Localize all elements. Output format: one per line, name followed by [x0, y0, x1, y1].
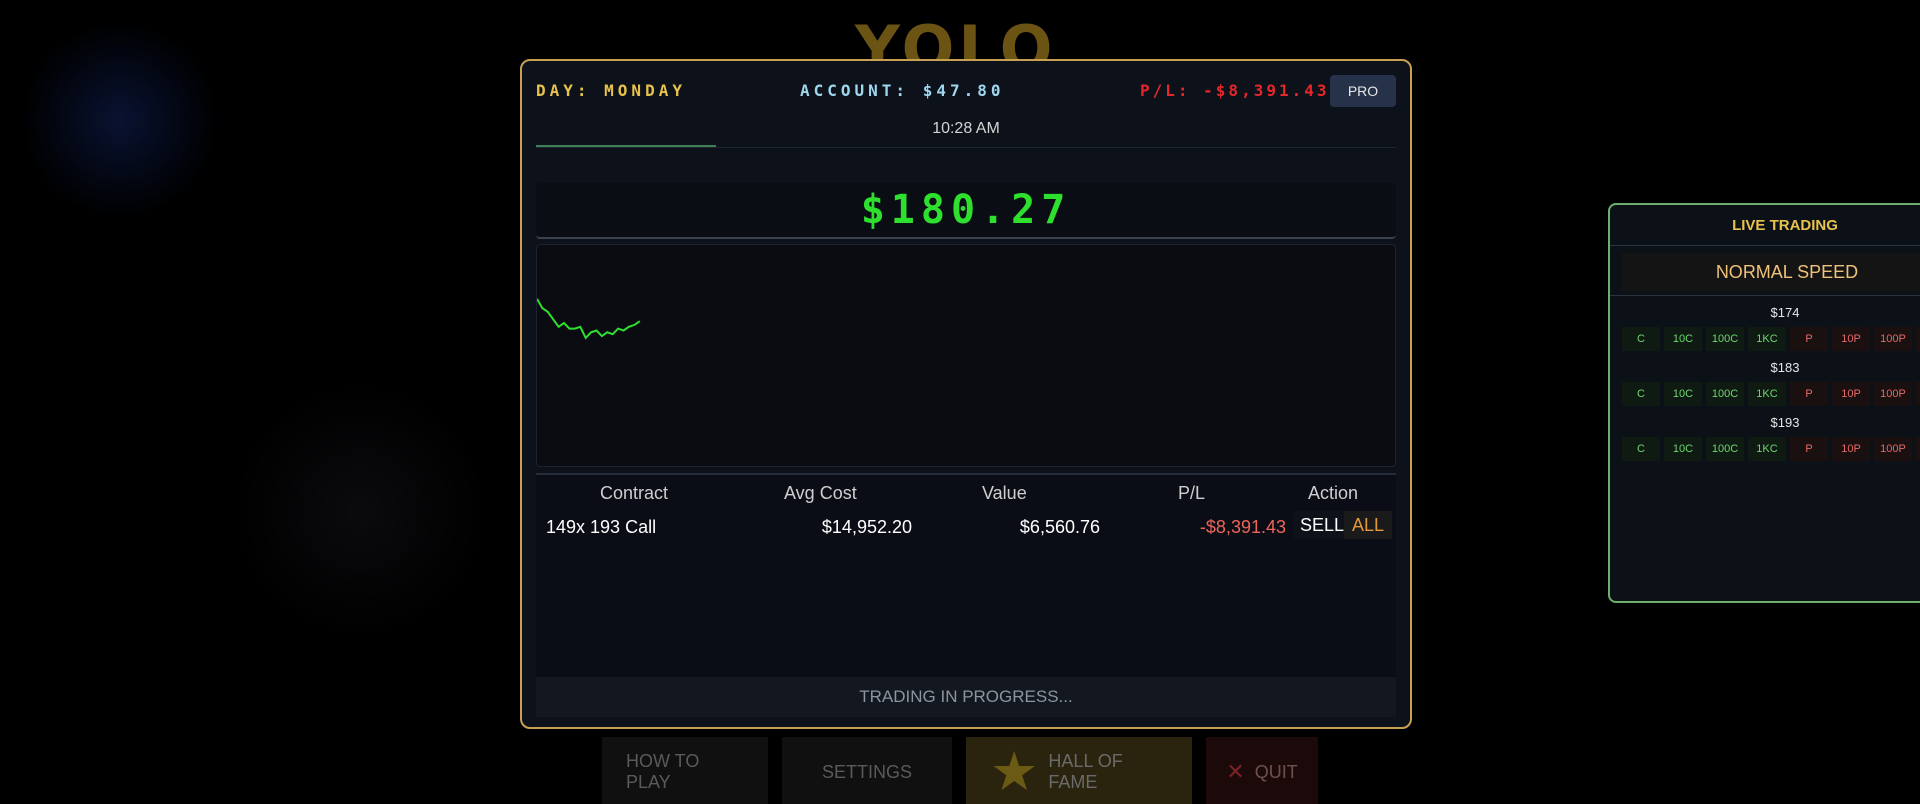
buy-call-button[interactable]: C [1622, 327, 1660, 351]
buy-100-calls-button[interactable]: 100C [1706, 382, 1744, 406]
settings-label: SETTINGS [821, 761, 912, 782]
background-glow [20, 20, 220, 220]
how-to-play-label: HOW TO PLAY [626, 751, 700, 792]
trading-modal: DAY: MONDAY ACCOUNT: $47.80 P/L: -$8,391… [520, 59, 1412, 729]
quit-label: QUIT [1254, 761, 1298, 782]
hall-of-fame-button[interactable]: ★ HALL OF FAME [966, 737, 1192, 804]
hall-of-fame-label: HALL OF FAME [1048, 751, 1123, 792]
buy-put-button[interactable]: P [1790, 327, 1828, 351]
option-row: C 10C 100C 1KC P 10P 100P 1 [1622, 327, 1920, 351]
table-row: 149x 193 Call $14,952.20 $6,560.76 -$8,3… [536, 509, 1396, 543]
price-chart [536, 244, 1396, 467]
account-balance: ACCOUNT: $47.80 [800, 81, 1005, 100]
sell-button[interactable]: SELL [1294, 511, 1351, 539]
buy-100-calls-button[interactable]: 100C [1706, 327, 1744, 351]
buy-put-button[interactable]: P [1790, 437, 1828, 461]
buy-put-button[interactable]: P [1790, 382, 1828, 406]
divider [1610, 245, 1920, 246]
strike-price: $193 [1770, 415, 1800, 430]
market-time: 10:28 AM [932, 120, 1000, 137]
option-row: C 10C 100C 1KC P 10P 100P 1 [1622, 382, 1920, 406]
strike-price: $183 [1770, 360, 1800, 375]
buy-1k-calls-button[interactable]: 1KC [1748, 437, 1786, 461]
cell-value: $6,560.76 [1019, 517, 1100, 537]
main-menu: HOW TO PLAY SETTINGS ★ HALL OF FAME ✕ QU… [602, 737, 1318, 804]
option-row: C 10C 100C 1KC P 10P 100P 1 [1622, 437, 1920, 461]
divider [1610, 295, 1920, 296]
settings-button[interactable]: SETTINGS [782, 737, 952, 804]
buy-10-puts-button[interactable]: 10P [1832, 437, 1870, 461]
quit-button[interactable]: ✕ QUIT [1206, 737, 1318, 804]
pro-button[interactable]: PRO [1330, 75, 1396, 107]
header-value: Value [982, 483, 1027, 503]
cell-pl: -$8,391.43 [1199, 517, 1286, 537]
buy-10-calls-button[interactable]: 10C [1664, 327, 1702, 351]
header-action: Action [1308, 483, 1359, 503]
price-chart-svg [537, 298, 641, 340]
close-icon: ✕ [1226, 759, 1245, 784]
cell-contract: 149x 193 Call [546, 517, 657, 537]
status-text: TRADING IN PROGRESS... [859, 687, 1073, 706]
price-display: $180.27 [536, 183, 1396, 239]
current-price: $180.27 [860, 187, 1072, 233]
header-avg-cost: Avg Cost [784, 483, 857, 503]
buy-call-button[interactable]: C [1622, 382, 1660, 406]
buy-100-calls-button[interactable]: 100C [1706, 437, 1744, 461]
buy-10-puts-button[interactable]: 10P [1832, 382, 1870, 406]
buy-10-calls-button[interactable]: 10C [1664, 437, 1702, 461]
profit-loss: P/L: -$8,391.43 [1140, 81, 1330, 100]
divider [536, 147, 1396, 148]
buy-100-puts-button[interactable]: 100P [1874, 382, 1912, 406]
header-pl: P/L [1178, 483, 1206, 503]
buy-1k-calls-button[interactable]: 1KC [1748, 382, 1786, 406]
buy-1k-puts-button[interactable]: 1 [1916, 327, 1920, 351]
buy-100-puts-button[interactable]: 100P [1874, 327, 1912, 351]
buy-10-puts-button[interactable]: 10P [1832, 327, 1870, 351]
buy-call-button[interactable]: C [1622, 437, 1660, 461]
how-to-play-button[interactable]: HOW TO PLAY [602, 737, 768, 804]
star-icon: ★ [990, 742, 1039, 802]
status-bar: TRADING IN PROGRESS... [536, 677, 1396, 717]
live-trading-panel: LIVE TRADING NORMAL SPEED $174 C 10C 100… [1608, 203, 1920, 603]
buy-1k-puts-button[interactable]: 1 [1916, 382, 1920, 406]
buy-10-calls-button[interactable]: 10C [1664, 382, 1702, 406]
buy-100-puts-button[interactable]: 100P [1874, 437, 1912, 461]
speed-label: NORMAL SPEED [1715, 261, 1859, 282]
background-glow-dim [230, 380, 490, 640]
strike-price: $174 [1770, 305, 1800, 320]
positions-table: Contract Avg Cost Value P/L Action 149x … [536, 473, 1396, 677]
day-progress-bar [536, 145, 716, 147]
buy-1k-puts-button[interactable]: 1 [1916, 437, 1920, 461]
header-contract: Contract [600, 483, 669, 503]
cell-avg-cost: $14,952.20 [821, 517, 912, 537]
speed-button[interactable]: NORMAL SPEED [1622, 253, 1920, 291]
price-line [537, 298, 641, 340]
table-header: Contract Avg Cost Value P/L Action [536, 475, 1396, 509]
buy-1k-calls-button[interactable]: 1KC [1748, 327, 1786, 351]
live-trading-title: LIVE TRADING [1732, 217, 1838, 234]
day-indicator: DAY: MONDAY [536, 81, 686, 100]
sell-all-button[interactable]: ALL [1344, 511, 1393, 539]
